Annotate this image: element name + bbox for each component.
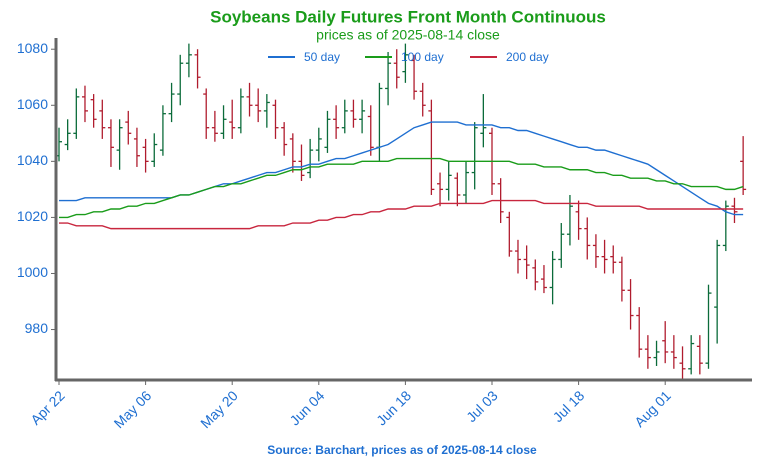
x-tick-label: Aug 01 (631, 387, 674, 430)
x-tick-label: Apr 22 (27, 387, 68, 428)
y-tick-label: 1000 (17, 264, 48, 280)
moving-average-line (59, 199, 744, 230)
y-tick-label: 1060 (17, 96, 48, 112)
x-tick-label: Jul 18 (550, 387, 588, 425)
source-note: Source: Barchart, prices as of 2025-08-1… (267, 443, 537, 457)
legend-label: 50 day (304, 50, 340, 64)
x-tick-label: Jul 03 (463, 387, 501, 425)
legend-label: 100 day (401, 50, 444, 64)
moving-average-line (59, 157, 744, 219)
x-tick-label: May 20 (197, 387, 241, 431)
x-tick-label: May 06 (111, 387, 155, 431)
y-tick-label: 1080 (17, 40, 48, 56)
x-tick-label: Jun 18 (373, 387, 414, 428)
y-tick-label: 1040 (17, 152, 48, 168)
x-tick-label: Jun 04 (286, 387, 327, 428)
chart-subtitle: prices as of 2025-08-14 close (316, 27, 500, 43)
y-tick-label: 1020 (17, 208, 48, 224)
legend-label: 200 day (506, 50, 549, 64)
chart-title: Soybeans Daily Futures Front Month Conti… (210, 7, 606, 26)
y-tick-label: 980 (25, 320, 49, 336)
